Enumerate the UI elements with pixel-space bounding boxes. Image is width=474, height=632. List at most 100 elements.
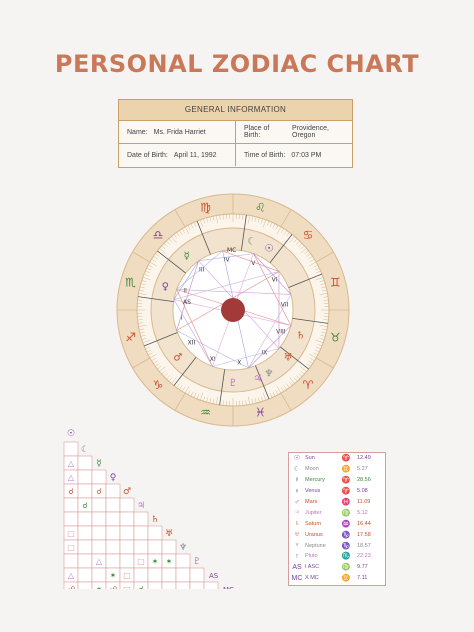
planet-sign: ♊ [341, 466, 351, 474]
planet-degree: 7.11 [357, 575, 368, 582]
planet-row: MC X MC ♊ 7.11 [289, 573, 385, 584]
house-number: VI [272, 277, 278, 284]
place-label: Place of Birth: [244, 125, 270, 139]
house-cusp [196, 220, 211, 255]
aspect-symbol: □ [123, 585, 131, 589]
aspect-line [173, 260, 199, 300]
aspect-cell [175, 581, 191, 589]
degree-tick [179, 385, 183, 390]
degree-tick [298, 373, 303, 377]
degree-tick [184, 386, 190, 394]
date-cell: Date of Birth: April 11, 1992 [119, 144, 236, 166]
planet-degree: 18.57 [357, 542, 371, 549]
degree-tick [161, 245, 166, 250]
general-information-heading: GENERAL INFORMATION [119, 100, 352, 121]
degree-tick [281, 228, 285, 233]
degree-tick [206, 217, 209, 223]
degree-tick [153, 256, 158, 260]
degree-tick [306, 363, 311, 367]
house-cusp [269, 234, 293, 263]
aspect-cell [105, 497, 121, 513]
name-value: Ms. Frida Harriet [153, 128, 206, 136]
degree-tick [206, 397, 209, 403]
aspect-cell [91, 469, 107, 485]
planet-degree: 17.58 [357, 531, 371, 538]
degree-tick [193, 393, 197, 398]
house-cusp [219, 369, 226, 406]
degree-tick [272, 391, 276, 397]
planet-degree: 11.09 [357, 499, 371, 505]
planet-row: ☾ Moon ♊ 5.27 [289, 464, 385, 475]
aspect-symbol: ☌ [82, 501, 87, 510]
degree-tick [286, 232, 290, 237]
degree-tick [248, 215, 250, 224]
aspect-cell [91, 511, 107, 527]
sign-divider [132, 251, 151, 263]
degree-tick [275, 390, 279, 395]
aspect-cell [77, 567, 93, 583]
degree-tick [137, 299, 143, 301]
degree-tick [166, 375, 170, 380]
aspect-line [173, 271, 280, 300]
sign-divider [174, 392, 186, 411]
degree-tick [306, 253, 311, 257]
degree-tick [157, 365, 162, 370]
name-label: Name: [127, 128, 148, 136]
planet-degree: 12.49 [357, 455, 371, 462]
planet-glyph: ☾ [247, 236, 256, 247]
planet-row: ♃ Jupiter ♍ 5.12 [289, 507, 385, 518]
aspect-cell [189, 567, 205, 583]
degree-tick [151, 358, 156, 362]
zodiac-sign-glyph: ♉ [330, 330, 341, 344]
house-number: IX [261, 350, 267, 357]
degree-tick [155, 363, 160, 367]
planet-symbol: ♄ [294, 520, 300, 528]
degree-tick [323, 319, 329, 321]
degree-tick [257, 397, 260, 403]
zodiac-sign-glyph: ♋ [303, 228, 314, 242]
degree-tick [148, 264, 153, 268]
degree-tick [138, 293, 147, 295]
degree-tick [300, 366, 307, 372]
planet-sign: ♈ [341, 477, 351, 485]
aspect-cell [105, 483, 121, 499]
aspect-cell [63, 497, 79, 513]
aspect-symbol: ✶ [152, 557, 159, 566]
degree-tick [142, 339, 151, 344]
degree-tick [141, 280, 147, 283]
aspect-planet-label: ☉ [67, 429, 75, 439]
degree-tick [171, 236, 177, 243]
aspect-cell [161, 567, 177, 583]
planet-degree: 16.44 [357, 520, 371, 527]
degree-tick [319, 280, 325, 283]
degree-tick [141, 337, 147, 340]
degree-tick [168, 238, 173, 243]
aspect-cell [147, 525, 163, 541]
degree-tick [171, 377, 177, 384]
zodiac-sign-glyph: ♒ [200, 405, 211, 419]
zodiac-sign-glyph: ♍ [200, 201, 211, 215]
aspect-cell [77, 511, 93, 527]
degree-tick [159, 366, 166, 372]
aspect-cell [91, 567, 107, 583]
aspect-planet-label: ♃ [137, 501, 145, 511]
aspect-cell [133, 511, 149, 527]
aspect-cell [105, 511, 121, 527]
aspect-symbol: △ [68, 473, 75, 482]
aspect-cell [203, 581, 219, 589]
aspect-planet-label: ♆ [179, 543, 187, 553]
planet-sign: ♓ [341, 499, 351, 506]
house-cusp [288, 273, 323, 288]
degree-tick [203, 218, 206, 224]
aspect-symbol: □ [67, 529, 75, 538]
degree-tick [196, 394, 200, 400]
info-row-date-time: Date of Birth: April 11, 1992 Time of Bi… [119, 144, 352, 166]
aspect-cell [63, 553, 79, 569]
aspect-symbol: ☌ [96, 487, 101, 496]
aspect-line [176, 289, 213, 367]
planet-glyph: ♅ [284, 352, 293, 363]
ascendant-label: AS [183, 299, 191, 306]
degree-tick [161, 370, 166, 375]
aspect-symbol: ☌ [138, 585, 143, 589]
degree-tick [140, 283, 146, 286]
